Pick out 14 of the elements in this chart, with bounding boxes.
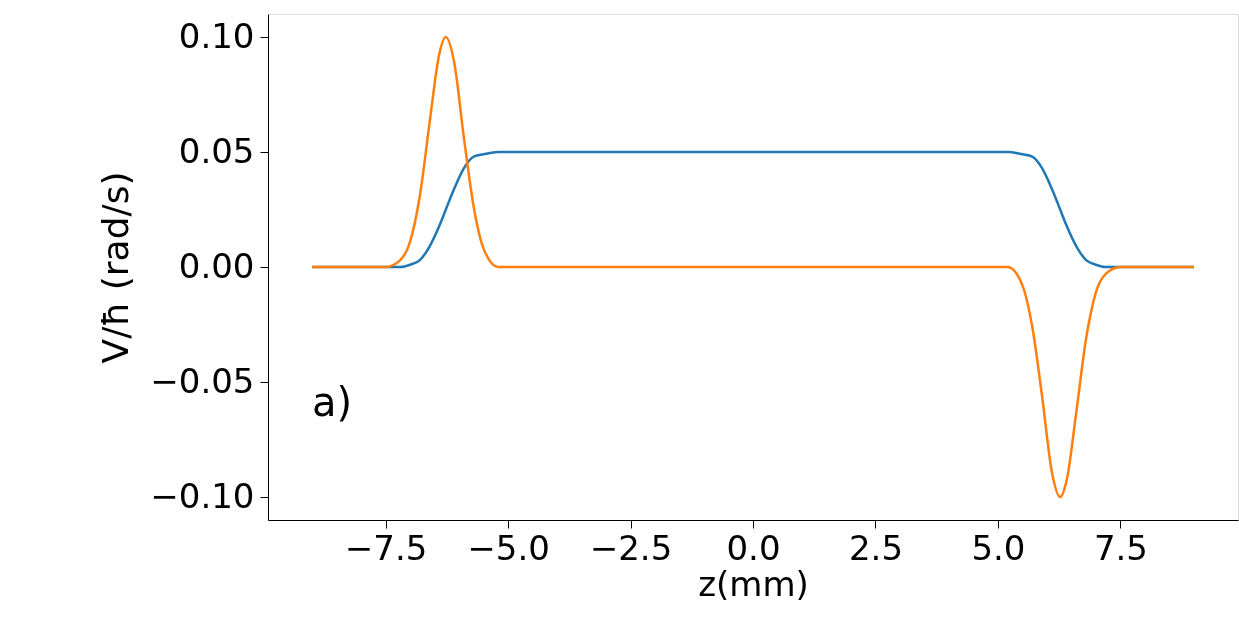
x-tick-label: −7.5 <box>344 527 428 568</box>
y-tick-label: 0.00 <box>178 245 255 286</box>
y-tick-label: −0.05 <box>150 360 255 401</box>
x-tick-label: 2.5 <box>848 527 904 568</box>
y-tick-label: 0.05 <box>178 130 255 171</box>
annotation: a) <box>312 379 353 425</box>
x-tick-label: −5.0 <box>467 527 550 568</box>
line-series <box>310 35 1196 499</box>
y-tick-label: −0.10 <box>150 475 255 516</box>
x-tick-label: 7.5 <box>1093 527 1148 568</box>
y-axis-title: V/ħ (rad/s) <box>95 171 137 364</box>
x-tick-label: −2.5 <box>589 527 673 568</box>
x-tick-label: 5.0 <box>971 527 1026 568</box>
y-tick-label: 0.10 <box>178 15 255 56</box>
